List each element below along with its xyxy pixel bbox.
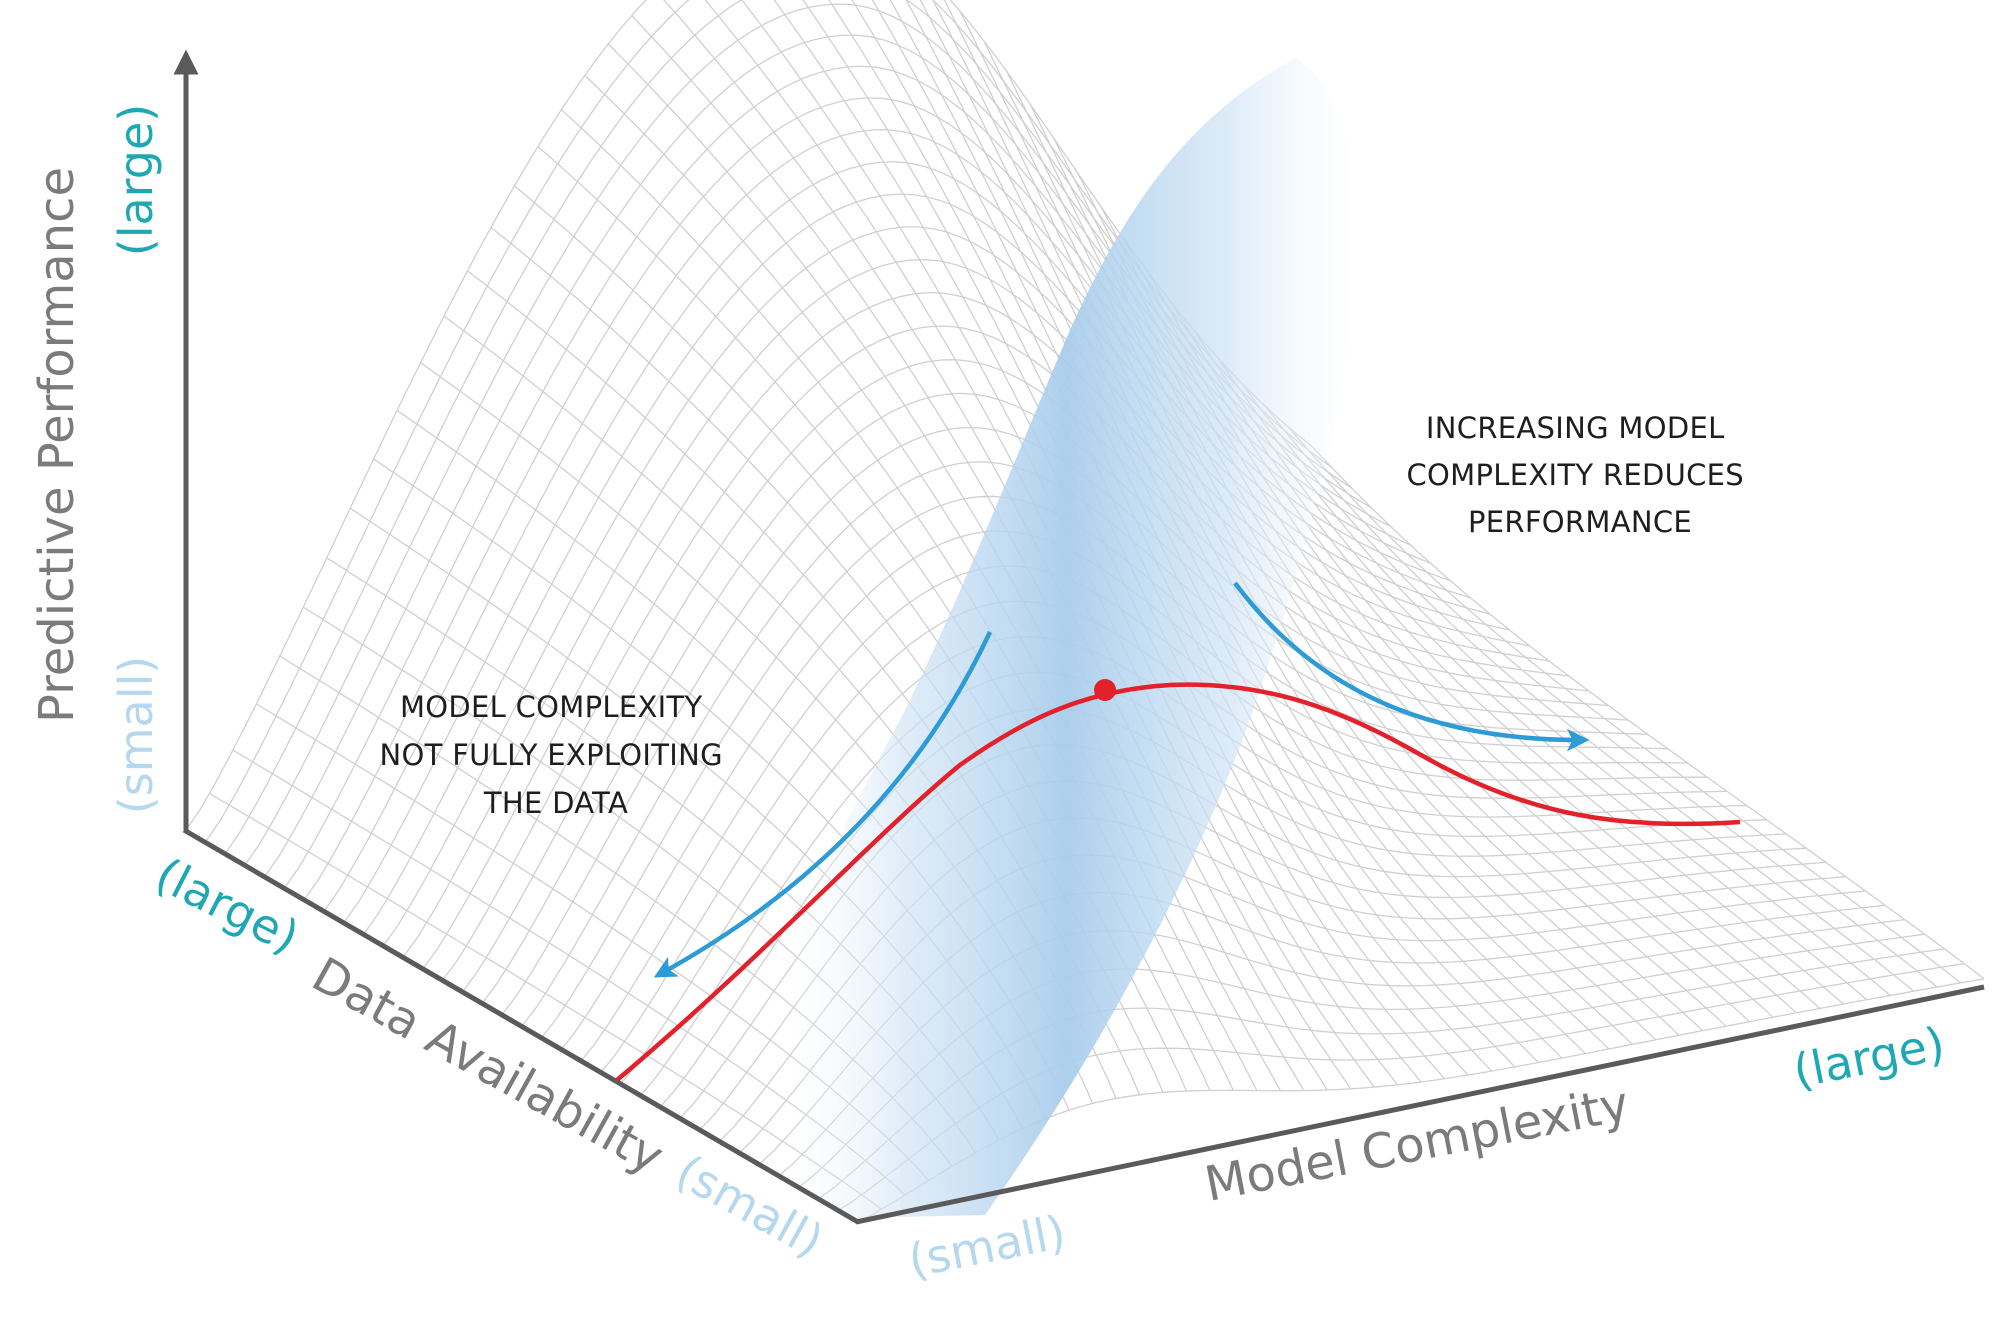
vertical-axis-title: Predictive Performance: [29, 167, 85, 723]
horizontal-axis-title: Model Complexity: [1200, 1076, 1633, 1213]
left-annotation: MODEL COMPLEXITY NOT FULLY EXPLOITING TH…: [380, 690, 733, 820]
vertical-axis-low-label: (small): [109, 656, 163, 814]
mesh-line: [631, 15, 1305, 1091]
horizontal-axis-low-label: (small): [904, 1205, 1070, 1288]
performance-curve: [615, 682, 1741, 1082]
vertical-axis-high-label: (large): [109, 104, 163, 256]
depth-axis-line: [182, 827, 860, 1225]
mesh-line: [209, 792, 882, 1210]
optimum-point: [1094, 679, 1116, 701]
right-trend-arrow: [1233, 581, 1590, 752]
mesh-line: [663, 0, 1328, 1091]
depth-axis-title: Data Availability: [303, 947, 673, 1186]
mesh-line: [943, 0, 1610, 1050]
left-trend-arrow: [653, 631, 993, 978]
mesh-line: [1311, 445, 1985, 980]
depth-axis-high-label: (large): [147, 847, 307, 964]
mesh-line: [959, 11, 1633, 1045]
optimal-complexity-band: [774, 58, 1359, 1218]
horizontal-axis-line: [855, 984, 1985, 1225]
mesh-line: [1264, 405, 1938, 988]
horizontal-axis-high-label: (large): [1789, 1016, 1949, 1098]
mesh-line: [1288, 426, 1961, 984]
mesh-line: [983, 40, 1657, 1041]
mesh-line: [1217, 357, 1891, 996]
right-annotation: INCREASING MODEL COMPLEXITY REDUCES PERF…: [1406, 411, 1753, 539]
